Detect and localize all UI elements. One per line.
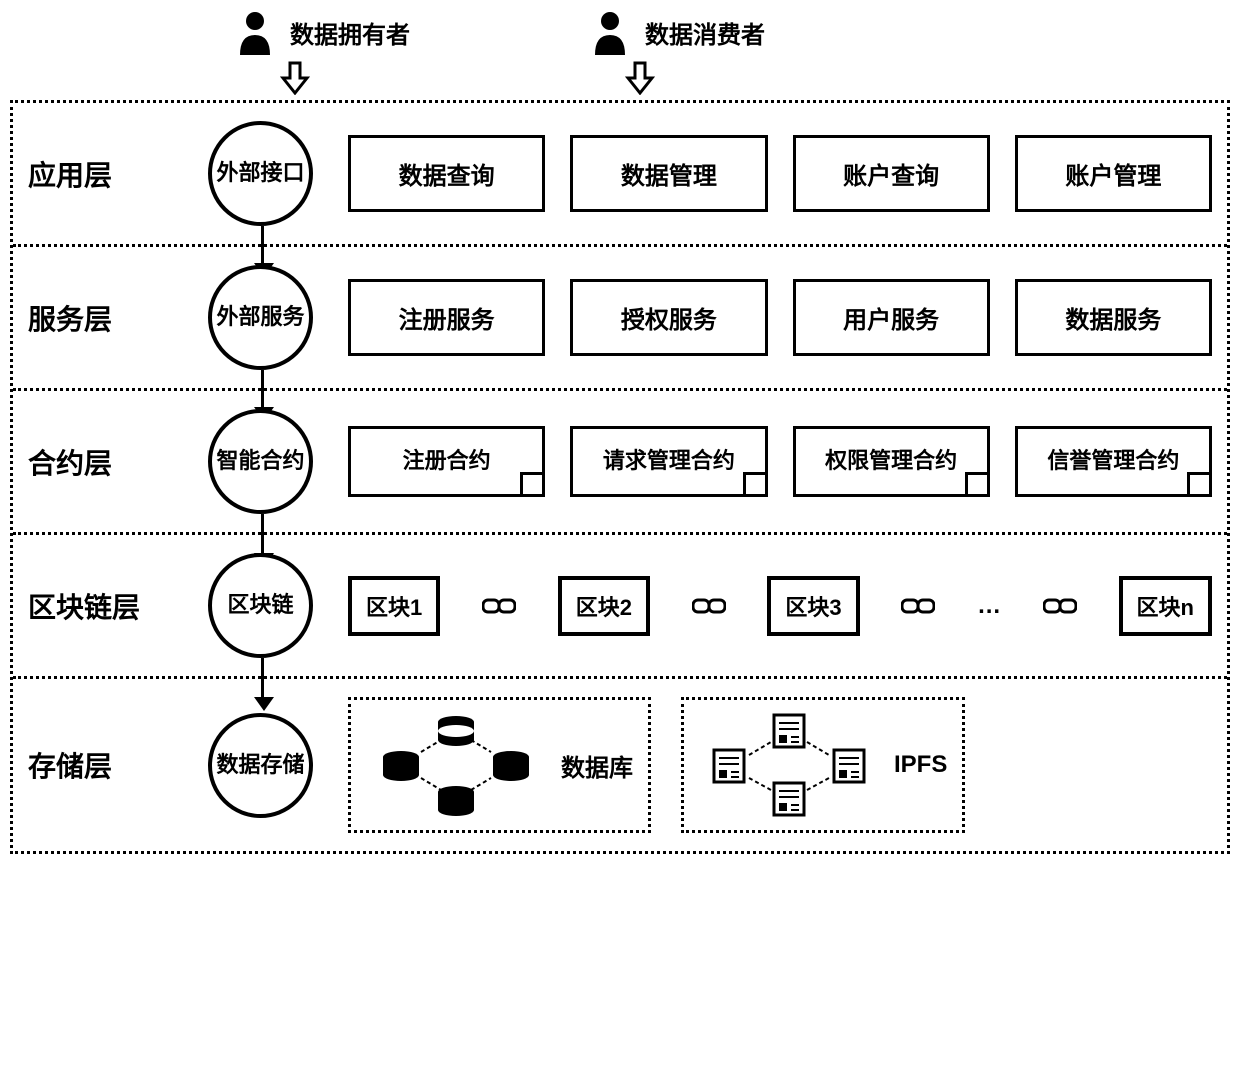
box-data-service: 数据服务 <box>1015 279 1212 356</box>
down-arrow-icon <box>625 60 655 95</box>
layer-service: 服务层 外部服务 注册服务 授权服务 用户服务 数据服务 <box>13 247 1227 391</box>
actor-consumer-label: 数据消费者 <box>645 15 765 50</box>
box-auth-service: 授权服务 <box>570 279 767 356</box>
box-register-service: 注册服务 <box>348 279 545 356</box>
database-cluster-icon <box>366 710 546 820</box>
person-icon <box>590 10 630 55</box>
layer-label: 服务层 <box>28 298 208 338</box>
architecture-diagram: 应用层 外部接口 数据查询 数据管理 账户查询 账户管理 服务层 外部服务 注册… <box>10 100 1230 854</box>
storage-database: 数据库 <box>348 697 651 833</box>
box-account-query: 账户查询 <box>793 135 990 212</box>
layer-application: 应用层 外部接口 数据查询 数据管理 账户查询 账户管理 <box>13 103 1227 247</box>
document-cluster-icon <box>699 710 879 820</box>
box-user-service: 用户服务 <box>793 279 990 356</box>
layer-contract: 合约层 智能合约 注册合约 请求管理合约 权限管理合约 信誉管理合约 <box>13 391 1227 535</box>
circle-data-storage: 数据存储 <box>208 713 313 818</box>
block-2: 区块2 <box>558 576 650 636</box>
chain-link-icon <box>482 596 516 616</box>
block-3: 区块3 <box>767 576 859 636</box>
layer-label: 区块链层 <box>28 586 208 626</box>
storage-ipfs: IPFS <box>681 697 965 833</box>
actor-owner: 数据拥有者 <box>235 10 410 55</box>
layer-label: 应用层 <box>28 154 208 194</box>
layer-label: 合约层 <box>28 442 208 482</box>
ellipsis: … <box>977 592 1001 620</box>
block-n: 区块n <box>1119 576 1212 636</box>
box-account-manage: 账户管理 <box>1015 135 1212 212</box>
circle-blockchain: 区块链 <box>208 553 313 658</box>
layer-blockchain: 区块链层 区块链 区块1 区块2 区块3 … 区块n <box>13 535 1227 679</box>
circle-external-service: 外部服务 <box>208 265 313 370</box>
doc-register-contract: 注册合约 <box>348 426 545 497</box>
down-arrow-icon <box>280 60 310 95</box>
chain-link-icon <box>692 596 726 616</box>
doc-reputation-contract: 信誉管理合约 <box>1015 426 1212 497</box>
circle-external-interface: 外部接口 <box>208 121 313 226</box>
block-1: 区块1 <box>348 576 440 636</box>
actor-owner-label: 数据拥有者 <box>290 15 410 50</box>
storage-db-label: 数据库 <box>561 748 633 783</box>
storage-ipfs-label: IPFS <box>894 751 947 779</box>
layer-storage: 存储层 数据存储 <box>13 679 1227 851</box>
chain-link-icon <box>1043 596 1077 616</box>
layer-label: 存储层 <box>28 745 208 785</box>
doc-request-contract: 请求管理合约 <box>570 426 767 497</box>
doc-permission-contract: 权限管理合约 <box>793 426 990 497</box>
box-data-manage: 数据管理 <box>570 135 767 212</box>
chain-link-icon <box>901 596 935 616</box>
box-data-query: 数据查询 <box>348 135 545 212</box>
actor-consumer: 数据消费者 <box>590 10 765 55</box>
person-icon <box>235 10 275 55</box>
circle-smart-contract: 智能合约 <box>208 409 313 514</box>
